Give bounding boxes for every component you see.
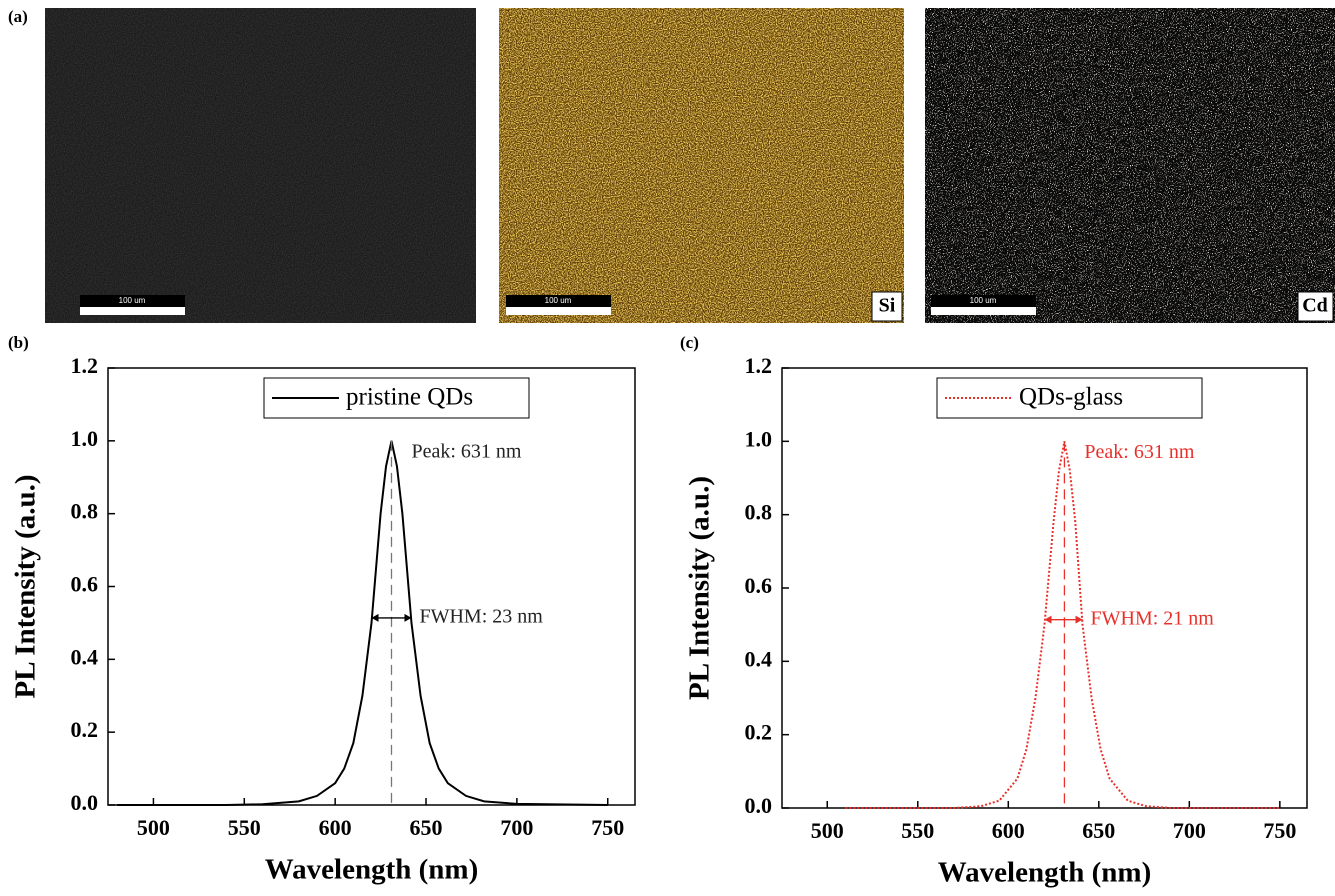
panel-label: (a) xyxy=(8,7,28,26)
annotation: FWHM: 21 nm xyxy=(1091,607,1215,629)
y-tick-label: 0.0 xyxy=(71,790,99,815)
x-tick-label: 500 xyxy=(137,815,170,840)
panel-label: (c) xyxy=(680,333,699,352)
image-panel: 100 um Cd xyxy=(925,8,1335,323)
y-tick-label: 0.0 xyxy=(745,793,773,818)
y-tick-label: 0.4 xyxy=(71,644,99,669)
y-tick-label: 1.2 xyxy=(745,353,773,378)
element-label: Cd xyxy=(1302,295,1328,317)
x-tick-label: 500 xyxy=(811,818,844,843)
line-series xyxy=(117,440,608,806)
y-tick-label: 0.2 xyxy=(745,720,773,745)
x-tick-label: 650 xyxy=(1082,818,1115,843)
element-box xyxy=(871,291,903,322)
x-tick-label: 750 xyxy=(1263,818,1296,843)
scale-box xyxy=(80,295,185,307)
scale-label: 100 um xyxy=(970,296,997,305)
plot-frame xyxy=(781,367,1308,809)
element-box xyxy=(1297,291,1334,322)
x-tick-label: 550 xyxy=(901,818,934,843)
scale-bar xyxy=(506,307,611,315)
x-tick-label: 600 xyxy=(992,818,1025,843)
chart: (c) 0.0 0.2 0.4 0.6 0.8 1.0 1.2 500 550 600 650 700 7… xyxy=(680,333,1308,889)
y-tick-label: 0.2 xyxy=(71,717,99,742)
y-tick-label: 0.6 xyxy=(71,572,99,597)
x-tick-label: 650 xyxy=(410,815,443,840)
scale-label: 100 um xyxy=(545,296,572,305)
annotation: Peak: 631 nm xyxy=(1084,441,1194,463)
y-tick-label: 1.2 xyxy=(71,353,99,378)
scale-label: 100 um xyxy=(119,296,146,305)
plot-frame xyxy=(107,367,636,806)
y-tick-label: 0.8 xyxy=(71,499,99,524)
scale-bar xyxy=(80,307,185,315)
scale-box xyxy=(506,295,611,307)
x-tick-label: 600 xyxy=(319,815,352,840)
x-tick-label: 700 xyxy=(500,815,533,840)
image-noise xyxy=(925,8,1335,323)
legend-label: pristine QDs xyxy=(346,384,473,411)
x-tick-label: 700 xyxy=(1173,818,1206,843)
image-panel: 100 um xyxy=(45,8,476,323)
chart: (b) 0.0 0.2 0.4 0.6 0.8 1.0 1.2 500 550 600 650 700 7… xyxy=(8,333,636,886)
line-series xyxy=(845,441,1280,809)
scale-bar xyxy=(931,307,1036,315)
x-tick-label: 750 xyxy=(591,815,624,840)
element-label: Si xyxy=(879,295,896,317)
image-noise xyxy=(45,8,476,323)
legend-label: QDs-glass xyxy=(1019,384,1123,411)
x-axis-label: Wavelength (nm) xyxy=(938,857,1151,889)
panel-label: (b) xyxy=(8,333,29,352)
x-tick-label: 550 xyxy=(228,815,261,840)
annotation: Peak: 631 nm xyxy=(411,440,521,462)
x-axis-label: Wavelength (nm) xyxy=(265,854,478,886)
scale-box xyxy=(931,295,1036,307)
y-tick-label: 1.0 xyxy=(71,426,99,451)
y-tick-label: 0.6 xyxy=(745,573,773,598)
image-noise xyxy=(499,8,904,323)
annotation: FWHM: 23 nm xyxy=(419,606,543,628)
y-axis-label: PL Intensity (a.u.) xyxy=(684,476,716,700)
y-tick-label: 0.8 xyxy=(745,500,773,525)
image-panel: 100 um Si xyxy=(499,8,904,323)
y-tick-label: 1.0 xyxy=(745,426,773,451)
y-axis-label: PL Intensity (a.u.) xyxy=(10,475,42,699)
y-tick-label: 0.4 xyxy=(745,646,773,671)
